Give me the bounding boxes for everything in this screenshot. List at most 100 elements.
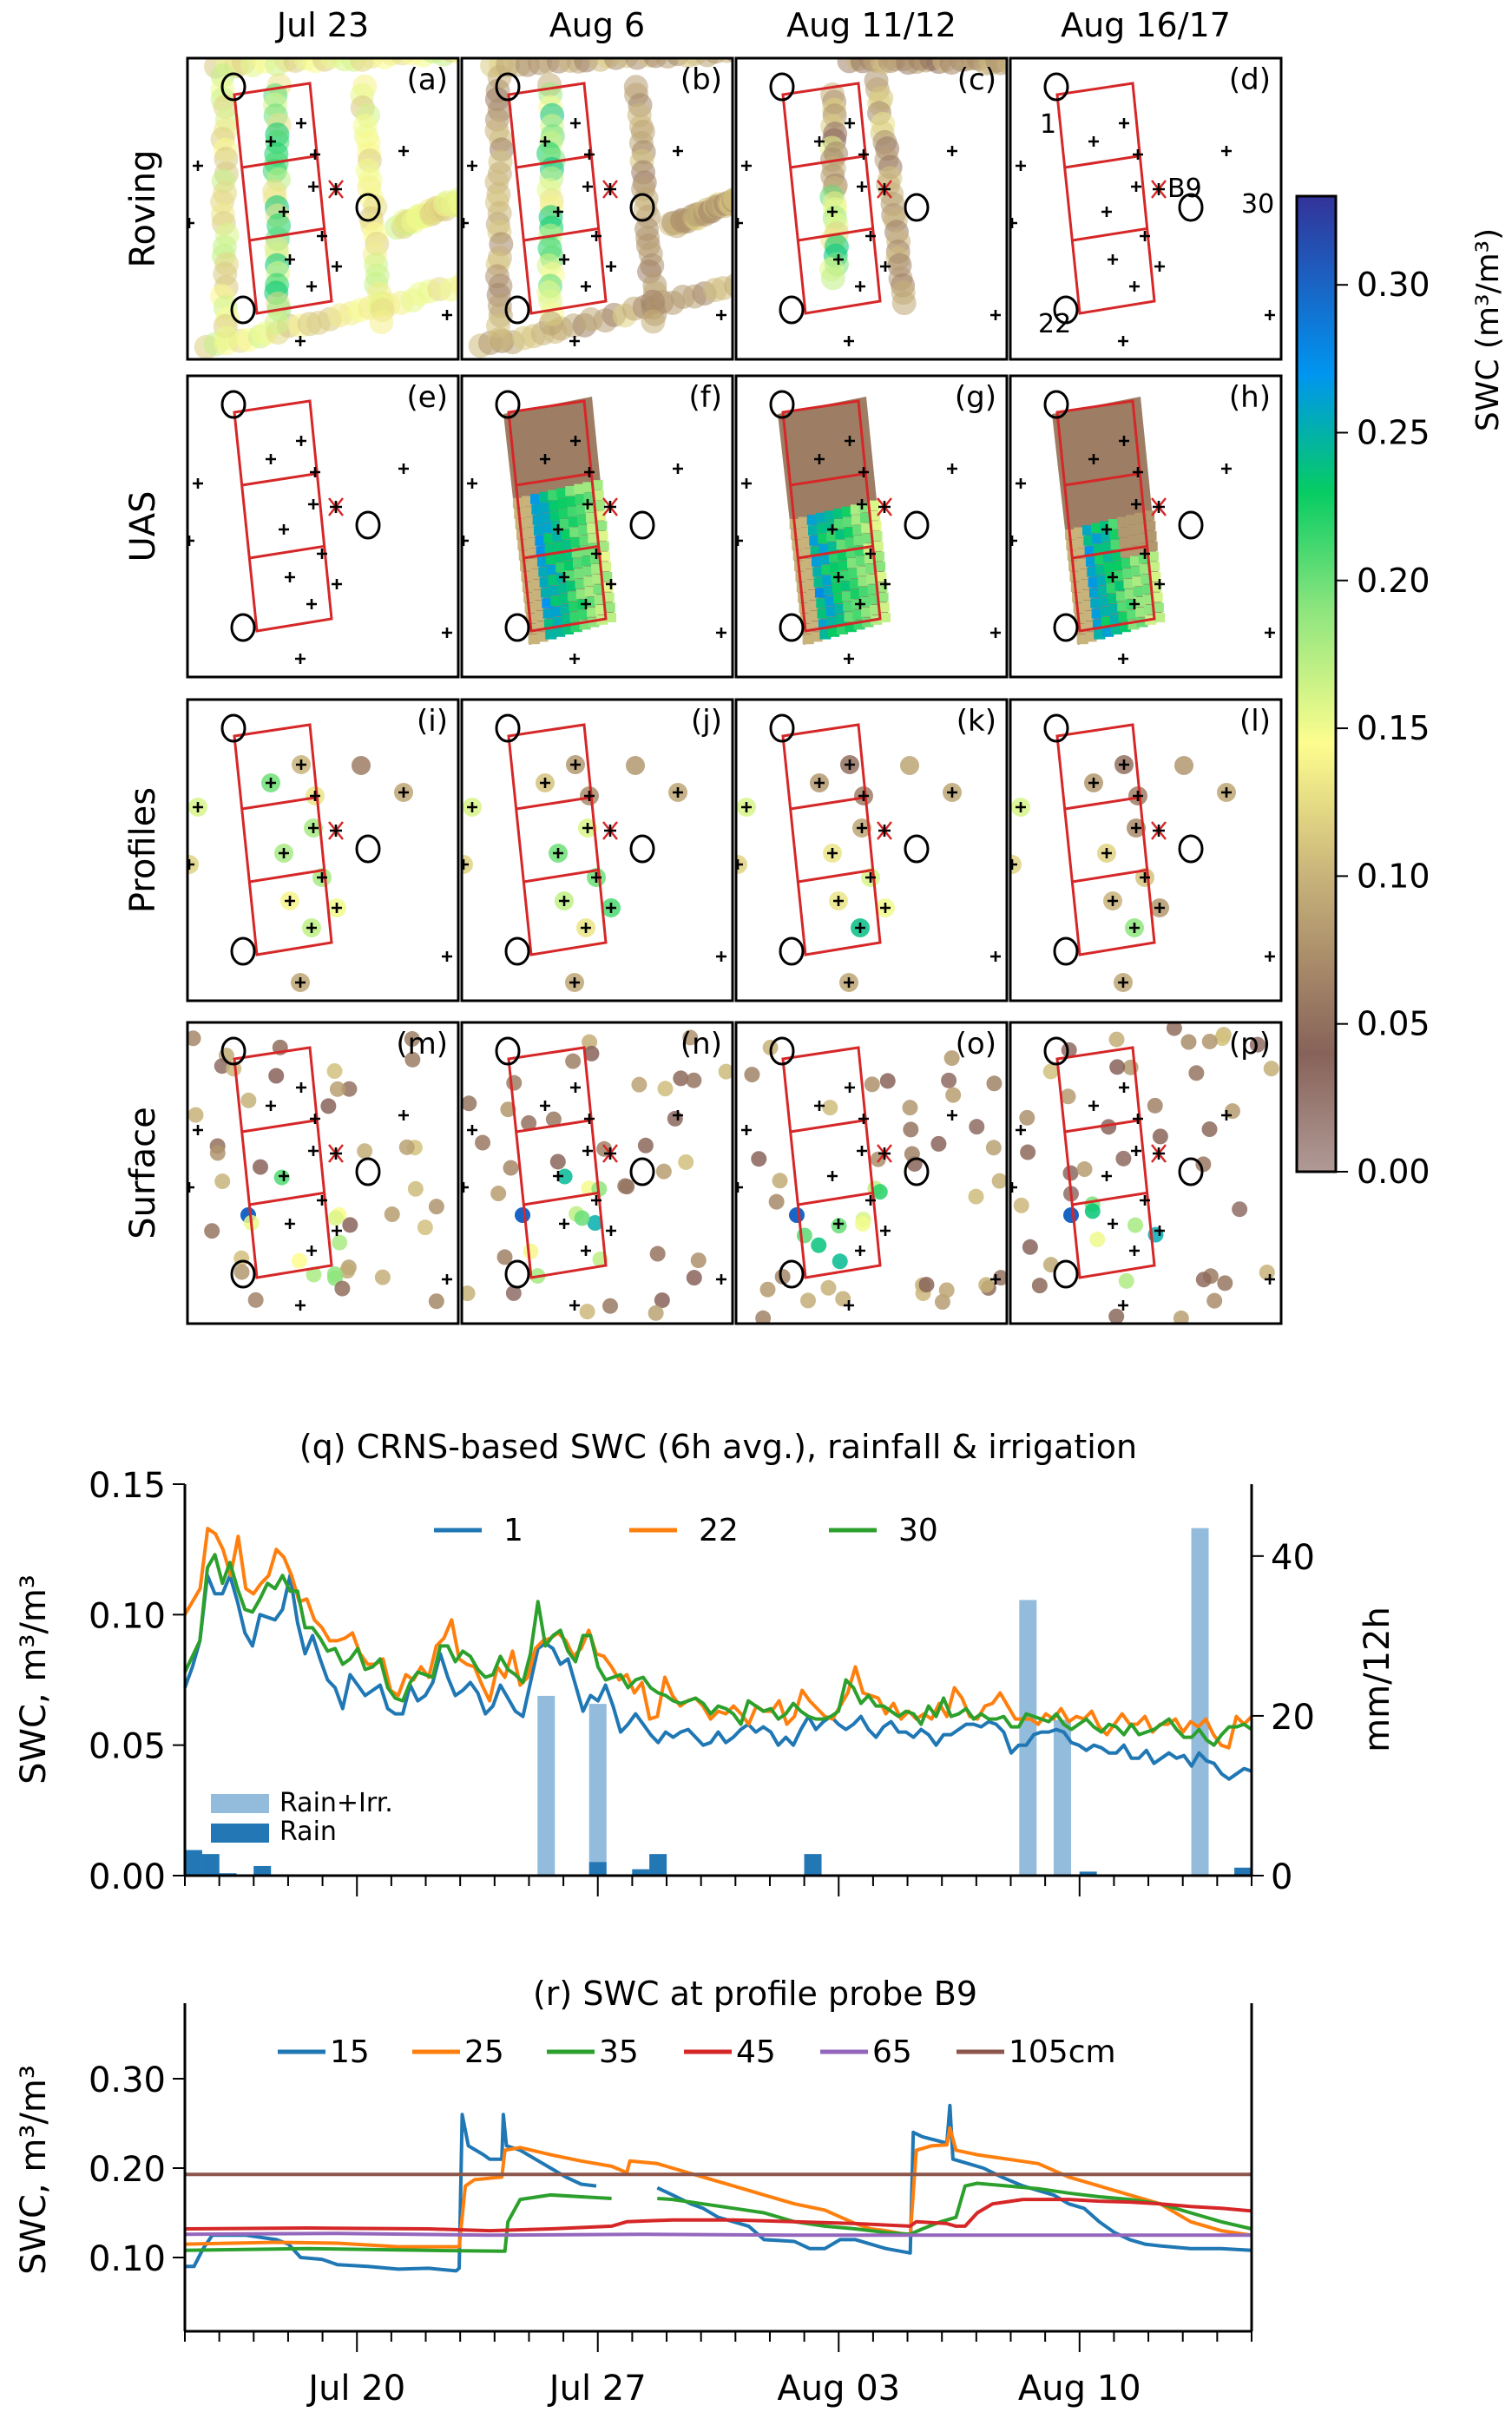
crns-station-circle — [629, 834, 655, 864]
uas-pixel — [1073, 602, 1085, 614]
field-outline — [507, 399, 608, 633]
uas-pixel — [549, 585, 562, 596]
uas-pixel — [567, 591, 580, 601]
uas-pixel — [567, 506, 579, 517]
uas-pixel — [534, 611, 546, 621]
uas-pixel — [819, 629, 832, 640]
plus-marker — [317, 1195, 327, 1206]
uas-pixel — [542, 608, 555, 619]
uas-pixel — [838, 560, 851, 570]
surface-dot — [1263, 1061, 1279, 1077]
uas-pixel — [1079, 579, 1091, 590]
legend-label: 105cm — [1009, 2034, 1116, 2070]
uas-pixel — [1081, 600, 1094, 611]
field-divider — [790, 154, 866, 169]
plus-marker — [1129, 923, 1140, 933]
station-label-22: 22 — [1038, 309, 1071, 339]
plus-marker — [880, 579, 891, 589]
crns-station-circle — [779, 613, 805, 642]
uas-pixel — [801, 548, 813, 559]
uas-pixel — [553, 542, 565, 552]
uas-pixel — [1113, 560, 1125, 570]
uas-pixel — [811, 556, 824, 567]
crns-station-circle — [1053, 937, 1079, 966]
legend-label: 15 — [330, 2034, 370, 2070]
plus-marker — [845, 436, 855, 446]
uas-pixel — [574, 568, 586, 579]
probe-plus-marker — [1153, 501, 1165, 513]
series-line-15 — [185, 2113, 597, 2273]
surface-dot — [490, 1186, 507, 1202]
surface-dot — [545, 1111, 562, 1127]
uas-pixel — [569, 516, 581, 528]
uas-pixel — [549, 500, 561, 511]
surface-dot — [417, 1219, 433, 1236]
uas-pixel — [861, 522, 873, 533]
plus-marker — [1154, 261, 1165, 272]
uas-pixel — [579, 535, 591, 546]
surface-dot — [404, 1051, 421, 1068]
y2-tick-label: 40 — [1271, 1538, 1315, 1578]
field-divider — [790, 472, 866, 487]
plus-marker — [716, 628, 726, 638]
plus-marker — [467, 802, 477, 812]
plus-marker — [193, 478, 203, 489]
uas-pixel — [1093, 543, 1105, 555]
uas-pixel — [828, 627, 840, 637]
surface-dot — [617, 1178, 634, 1194]
plus-marker — [1119, 436, 1129, 446]
uas-pixel — [1074, 527, 1086, 538]
surface-dot — [941, 1072, 957, 1088]
uas-pixel — [816, 598, 828, 608]
surface-dot — [755, 1310, 772, 1324]
uas-pixel — [799, 602, 811, 614]
uas-pixel — [1081, 589, 1093, 601]
plus-marker — [467, 161, 477, 171]
uas-pixel — [835, 614, 847, 625]
plus-marker — [553, 1171, 563, 1181]
field-outline — [1055, 723, 1156, 956]
plus-marker — [1265, 951, 1275, 962]
plus-marker — [398, 787, 409, 798]
bar-rain-irr — [588, 1704, 607, 1876]
chart-q-ylabel: SWC, m³/m³ — [14, 1574, 54, 1784]
uas-pixel — [549, 510, 562, 521]
uas-pixel — [863, 543, 875, 554]
uas-pixel — [526, 537, 538, 549]
surface-dot — [187, 1107, 204, 1123]
uas-pixel — [861, 607, 873, 617]
uas-pixel — [818, 619, 831, 629]
uas-pixel — [1102, 552, 1115, 562]
panel-letter: (p) — [1229, 1027, 1271, 1061]
x-tick-label: Aug 10 — [1018, 2369, 1141, 2409]
panel-content — [736, 390, 1001, 664]
uas-pixel — [1114, 581, 1127, 591]
uas-pixel — [869, 605, 881, 615]
surface-dot — [1063, 1207, 1079, 1223]
panel-frame — [734, 56, 1009, 361]
surface-dot — [1201, 1121, 1218, 1138]
uas-pixel — [825, 606, 838, 616]
field-boundary — [1055, 1046, 1156, 1279]
plus-marker — [716, 310, 726, 320]
uas-pixel — [521, 571, 533, 582]
plus-marker — [582, 823, 593, 833]
uas-pixel — [575, 578, 587, 589]
uas-pixel — [1128, 545, 1141, 555]
uas-pixel — [817, 522, 829, 534]
uas-pixel — [532, 515, 544, 525]
plus-marker — [1108, 896, 1118, 906]
uas-pixel — [1123, 578, 1135, 589]
uas-pixel — [545, 629, 557, 640]
plus-marker — [398, 463, 409, 474]
uas-pixel — [1148, 562, 1160, 572]
plus-marker — [584, 149, 595, 160]
plus-marker — [1088, 454, 1099, 464]
uas-pixel — [527, 548, 539, 559]
surface-dot — [1062, 1165, 1079, 1181]
surface-dot — [759, 1281, 776, 1298]
plus-marker — [1108, 1219, 1118, 1229]
uas-pixel — [1154, 613, 1165, 622]
plus-marker — [581, 923, 591, 933]
uas-pixel — [853, 620, 865, 630]
